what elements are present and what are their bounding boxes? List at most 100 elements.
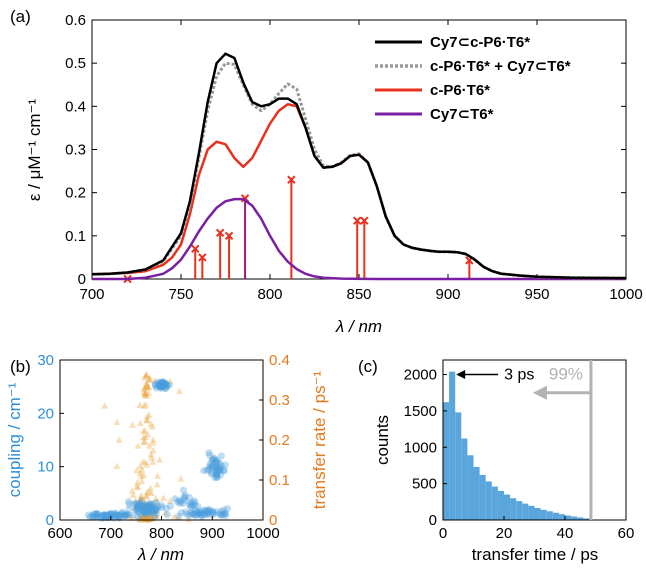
panel-b-ytick-right-label: 0.2 [269,432,290,449]
panel-b-coupling-point [208,508,217,516]
panel-b-coupling-point [216,464,224,472]
panel-b-coupling-point [222,510,230,518]
panel-b-rate-point [147,420,155,427]
panel-b-coupling-point [155,381,163,390]
panel-b-coupling-point [186,501,194,509]
panel-b-coupling-point [213,473,221,481]
panel-b-coupling-point [191,506,199,514]
panel-b-coupling-point [138,511,146,519]
panel-b-rate-point [147,454,155,461]
panel-b-coupling-point [189,501,197,509]
panel-b-coupling-point [88,511,96,520]
panel-b-coupling-point [209,456,217,464]
panel-c-bar [546,511,553,520]
panel-b-coupling-point [145,504,153,512]
panel-a: (a) 700 750 800 850 900 950 1000 0 0.1 0.2 0.3 0.4 0… [10,7,643,336]
panel-b-coupling-point [163,381,171,389]
panel-b-coupling-point [157,380,165,388]
panel-b-coupling-point [106,513,114,521]
panel-b-rate-point [138,466,146,473]
panel-b-coupling-point [210,509,218,517]
panel-b-coupling-point [208,469,216,477]
panel-b-coupling-point [159,378,167,386]
panel-b-coupling-point [223,505,232,513]
panel-a-stick-marker [191,244,200,253]
panel-b-coupling-point [149,507,158,515]
panel-b-coupling-point [106,509,115,517]
panel-a-ytick-label: 0 [78,271,86,288]
panel-b-coupling-point [118,508,127,516]
panel-b-rate-point [160,494,168,501]
panel-b-rate-point [154,472,162,479]
panel-b-coupling-point [203,466,211,474]
panel-b-rate-point [143,391,151,399]
panel-b-coupling-point [160,381,168,389]
panel-b-rate-point [151,507,159,515]
panel-b-rate-point [134,483,142,491]
panel-b-rate-point [148,511,156,519]
panel-b-rate-point [143,382,151,389]
panel-b-coupling-point [160,381,169,389]
panel-b-coupling-point [90,510,98,518]
panel-b-coupling-point [140,502,148,510]
panel-b-coupling-point [90,512,98,521]
panel-b-coupling-point [99,511,107,519]
panel-b-rate-point [145,383,153,390]
panel-b-rate-point [133,478,141,486]
panel-b-coupling-point [136,500,144,508]
panel-b-rate-point [184,515,192,523]
panel-b-coupling-point [141,505,149,513]
panel-b-coupling-point [183,510,191,518]
panel-c-bar [479,474,486,520]
panel-c-ytick-label: 1500 [404,403,437,420]
panel-b-coupling-point [212,458,220,466]
panel-b-coupling-point [194,509,202,517]
panel-b-coupling-point [203,509,212,518]
panel-b-ytick-label: 30 [37,352,54,369]
panel-b-xtick-label: 700 [98,525,123,542]
panel-b-coupling-point [101,511,109,519]
panel-b-coupling-point [162,382,171,390]
panel-b-coupling-point [134,503,142,512]
panel-b-coupling-point [134,508,143,516]
panel-b-coupling-point [171,495,179,503]
panel-b-coupling-point [195,510,203,518]
panel-b-coupling-point [203,508,211,517]
panel-b-coupling-point [213,473,221,481]
panel-b-rate-point [149,514,157,521]
panel-b-coupling-point [142,507,150,515]
panel-b-coupling-point [197,510,206,518]
panel-b-rate-point [145,389,153,396]
panel-b-rate-point [143,488,151,496]
panel-b-coupling-point [212,508,221,516]
panel-b-rate-point [101,402,109,409]
panel-b-rate-point [136,498,144,505]
panel-b-rate-point [151,376,159,384]
panel-b-coupling-point [143,507,151,515]
panel-b-coupling-point [210,460,218,468]
panel-a-transition-sticks [123,175,474,284]
panel-b-coupling-point [180,493,188,501]
panel-b-coupling-point [208,456,216,464]
panel-b-coupling-point [92,510,100,518]
panel-b-coupling-point [192,507,200,515]
panel-b-ylabel-left: coupling / cm⁻¹ [5,382,24,497]
panel-c-bar [516,501,523,520]
panel-b-rate-point [145,499,153,507]
panel-b-rate-point [153,498,161,506]
panel-b-coupling-point [142,503,150,512]
panel-b-rate-point [134,442,142,449]
panel-b-coupling-point [141,502,149,510]
panel-b-rate-point [145,487,153,495]
panel-b-coupling-point [219,510,227,518]
panel-b-coupling-point [156,379,165,387]
panel-c-label: (c) [358,357,378,376]
panel-c-bar [443,402,450,520]
panel-b-ytick-label: 0 [46,512,54,529]
panel-b-coupling-point [205,449,213,457]
panel-b-coupling-point [124,498,133,506]
panel-b-coupling-point [103,511,111,519]
panel-c-annotations: 3 ps 99% [456,360,593,520]
panel-b-coupling-point [94,510,102,519]
panel-b-coupling-point [161,379,169,387]
